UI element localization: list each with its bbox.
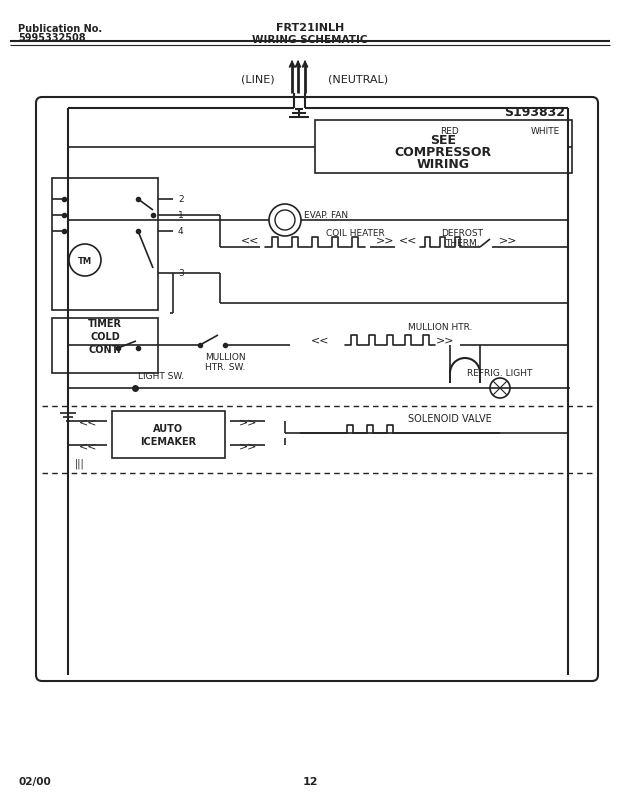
Text: <<: << xyxy=(399,234,417,245)
Bar xyxy=(52,179,158,311)
Text: COMPRESSOR: COMPRESSOR xyxy=(394,146,492,159)
Text: MULLION HTR.: MULLION HTR. xyxy=(408,323,472,332)
Text: >>: >> xyxy=(376,234,394,245)
Bar xyxy=(112,411,225,459)
Text: WIRING SCHEMATIC: WIRING SCHEMATIC xyxy=(252,35,368,45)
Text: MULLION: MULLION xyxy=(205,353,246,362)
Text: TIMER: TIMER xyxy=(88,319,122,328)
Text: SOLENOID VALVE: SOLENOID VALVE xyxy=(408,414,492,423)
Text: <<: << xyxy=(311,335,329,344)
Text: DEFROST: DEFROST xyxy=(441,229,483,238)
Text: 1: 1 xyxy=(178,211,184,220)
Text: LIGHT SW.: LIGHT SW. xyxy=(138,372,184,381)
Text: 3: 3 xyxy=(178,269,184,278)
Text: 4: 4 xyxy=(178,227,184,236)
Text: ICEMAKER: ICEMAKER xyxy=(140,437,196,446)
Text: COIL HEATER: COIL HEATER xyxy=(326,229,384,238)
Text: EVAP. FAN: EVAP. FAN xyxy=(304,210,348,219)
Text: Publication No.: Publication No. xyxy=(18,24,102,34)
Text: >>: >> xyxy=(498,234,517,245)
Text: RED: RED xyxy=(440,126,459,136)
Text: >>: >> xyxy=(436,335,454,344)
Text: 5995332508: 5995332508 xyxy=(18,33,86,43)
Bar xyxy=(52,319,158,373)
Text: WHITE: WHITE xyxy=(531,126,560,136)
Text: 02/00: 02/00 xyxy=(18,776,51,786)
Text: (LINE): (LINE) xyxy=(241,74,275,84)
Text: <<: << xyxy=(79,417,97,426)
Text: THERM.: THERM. xyxy=(445,238,479,247)
Bar xyxy=(315,120,572,173)
Text: HTR. SW.: HTR. SW. xyxy=(205,363,246,372)
Text: COLD: COLD xyxy=(90,332,120,341)
Text: WIRING: WIRING xyxy=(417,158,469,171)
Text: TM: TM xyxy=(78,256,92,265)
Text: AUTO: AUTO xyxy=(153,423,183,434)
Text: FRT21INLH: FRT21INLH xyxy=(276,23,344,33)
Text: 2: 2 xyxy=(178,195,184,204)
Text: |||: ||| xyxy=(75,459,85,469)
Text: >>: >> xyxy=(239,441,257,450)
Text: S193832: S193832 xyxy=(504,105,565,118)
Text: REFRIG. LIGHT: REFRIG. LIGHT xyxy=(467,369,533,378)
Text: (NEUTRAL): (NEUTRAL) xyxy=(328,74,388,84)
Text: <<: << xyxy=(241,234,259,245)
Text: >>: >> xyxy=(239,417,257,426)
Text: SEE: SEE xyxy=(430,134,456,147)
Text: <<: << xyxy=(79,441,97,450)
Text: CONT.: CONT. xyxy=(89,344,122,355)
Text: 12: 12 xyxy=(302,776,317,786)
